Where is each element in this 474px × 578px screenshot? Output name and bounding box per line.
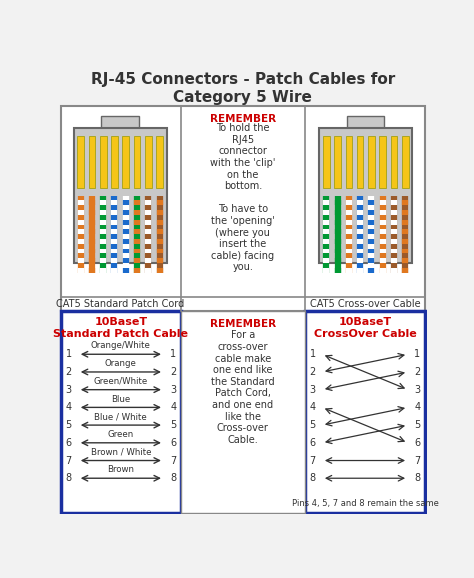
- Text: 6: 6: [414, 438, 420, 448]
- Text: 2: 2: [170, 367, 176, 377]
- Text: 4: 4: [170, 402, 176, 412]
- Text: Pins 4, 5, 7 and 8 remain the same: Pins 4, 5, 7 and 8 remain the same: [292, 499, 438, 508]
- Text: 1: 1: [170, 349, 176, 360]
- Text: Green/White: Green/White: [94, 377, 148, 386]
- Text: Blue / White: Blue / White: [94, 412, 147, 421]
- Bar: [319, 128, 412, 264]
- Bar: [347, 116, 384, 131]
- Text: 8: 8: [170, 473, 176, 483]
- Text: 8: 8: [414, 473, 420, 483]
- Bar: [134, 136, 140, 187]
- Text: 6: 6: [310, 438, 316, 448]
- Text: 3: 3: [65, 385, 72, 395]
- Bar: [77, 136, 84, 187]
- Bar: [111, 136, 118, 187]
- Bar: [357, 136, 364, 187]
- Bar: [334, 136, 341, 187]
- Text: Brown / White: Brown / White: [91, 448, 151, 457]
- Text: 3: 3: [414, 385, 420, 395]
- Text: 4: 4: [310, 402, 316, 412]
- Text: Orange: Orange: [105, 359, 137, 368]
- Text: 7: 7: [310, 455, 316, 465]
- Text: Brown: Brown: [108, 465, 134, 475]
- Bar: [379, 136, 386, 187]
- Text: 2: 2: [414, 367, 420, 377]
- Text: 8: 8: [310, 473, 316, 483]
- Text: 10BaseT
Standard Patch Cable: 10BaseT Standard Patch Cable: [54, 317, 188, 339]
- Text: 8: 8: [65, 473, 72, 483]
- Text: RJ-45 Connectors - Patch Cables for
Category 5 Wire: RJ-45 Connectors - Patch Cables for Cate…: [91, 72, 395, 105]
- Text: 2: 2: [310, 367, 316, 377]
- Text: 3: 3: [310, 385, 316, 395]
- Text: For a
cross-over
cable make
one end like
the Standard
Patch Cord,
and one end
li: For a cross-over cable make one end like…: [211, 331, 275, 445]
- Bar: [145, 136, 152, 187]
- Bar: [323, 136, 330, 187]
- Text: 4: 4: [414, 402, 420, 412]
- Text: 1: 1: [65, 349, 72, 360]
- Bar: [101, 116, 139, 131]
- Bar: [73, 128, 166, 264]
- Text: 7: 7: [65, 455, 72, 465]
- Text: 5: 5: [414, 420, 420, 430]
- Bar: [61, 106, 425, 311]
- Bar: [181, 311, 305, 513]
- Bar: [391, 136, 397, 187]
- Bar: [100, 136, 107, 187]
- Bar: [156, 136, 163, 187]
- Text: To hold the
RJ45
connector
with the 'clip'
on the
bottom.

To have to
the 'openi: To hold the RJ45 connector with the 'cli…: [210, 123, 275, 272]
- Bar: [61, 311, 181, 513]
- Text: 3: 3: [170, 385, 176, 395]
- Bar: [89, 136, 95, 187]
- Text: 6: 6: [170, 438, 176, 448]
- Text: 5: 5: [170, 420, 176, 430]
- Text: Blue: Blue: [111, 395, 130, 403]
- Text: 7: 7: [170, 455, 176, 465]
- Text: 5: 5: [310, 420, 316, 430]
- Bar: [122, 136, 129, 187]
- Text: CAT5 Cross-over Cable: CAT5 Cross-over Cable: [310, 299, 421, 309]
- Text: REMEMBER: REMEMBER: [210, 319, 276, 329]
- Text: REMEMBER: REMEMBER: [210, 114, 276, 124]
- Text: 6: 6: [65, 438, 72, 448]
- Text: 7: 7: [414, 455, 420, 465]
- Text: Green: Green: [108, 430, 134, 439]
- Text: CAT5 Standard Patch Cord: CAT5 Standard Patch Cord: [56, 299, 184, 309]
- Bar: [305, 311, 425, 513]
- Text: 4: 4: [65, 402, 72, 412]
- Text: 1: 1: [414, 349, 420, 360]
- Text: 5: 5: [65, 420, 72, 430]
- Text: Orange/White: Orange/White: [91, 342, 151, 350]
- Text: 1: 1: [310, 349, 316, 360]
- Text: 10BaseT
CrossOver Cable: 10BaseT CrossOver Cable: [314, 317, 416, 339]
- Bar: [402, 136, 409, 187]
- Bar: [368, 136, 375, 187]
- Bar: [346, 136, 352, 187]
- Text: 2: 2: [65, 367, 72, 377]
